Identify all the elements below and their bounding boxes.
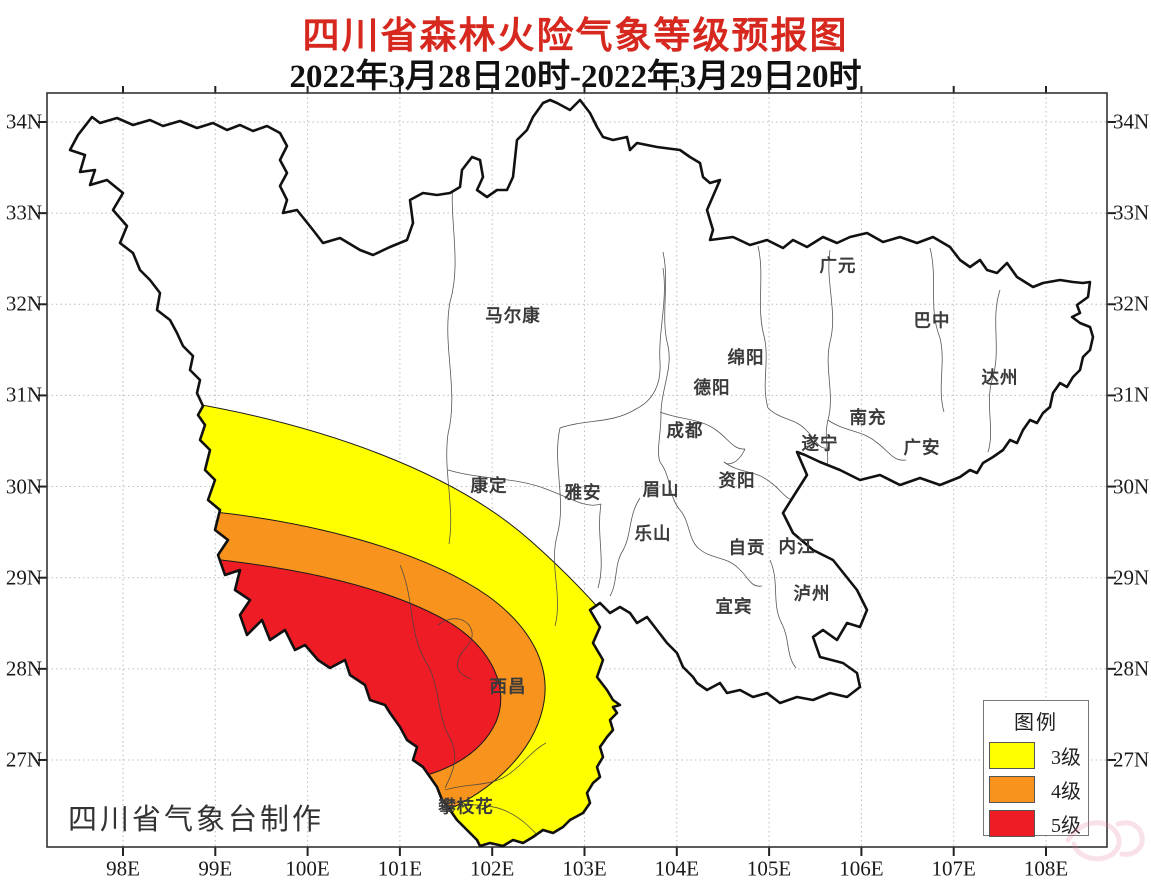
- legend-swatch: [989, 809, 1035, 837]
- legend-label: 5级: [1051, 814, 1081, 837]
- page-title: 四川省森林火险气象等级预报图: [302, 16, 849, 57]
- lat-label-right: 29N: [1113, 565, 1150, 590]
- lat-label-right: 34N: [1113, 109, 1150, 134]
- lat-label-right: 30N: [1113, 474, 1150, 499]
- legend-swatch: [989, 741, 1035, 769]
- city-label-攀枝花: 攀枝花: [438, 796, 494, 817]
- city-label-资阳: 资阳: [718, 470, 756, 491]
- city-label-广安: 广安: [903, 437, 941, 458]
- lat-label-left: 28N: [5, 656, 42, 681]
- lat-label-right: 27N: [1113, 747, 1150, 772]
- lon-label-bottom: 107E: [931, 856, 976, 881]
- prefecture-boundaries: [399, 167, 1001, 839]
- city-label-绵阳: 绵阳: [727, 347, 765, 368]
- city-label-康定: 康定: [470, 475, 508, 496]
- city-label-广元: 广元: [819, 255, 857, 276]
- city-label-眉山: 眉山: [642, 479, 680, 500]
- city-label-泸州: 泸州: [793, 583, 831, 604]
- legend-title: 图例: [1014, 712, 1058, 734]
- lat-label-right: 32N: [1113, 291, 1150, 316]
- lat-label-left: 34N: [5, 109, 42, 134]
- legend-item: 3级: [989, 741, 1088, 769]
- lat-label-left: 27N: [5, 747, 42, 772]
- legend-rows: 3级 4级 5级: [984, 741, 1088, 837]
- credit-text: 四川省气象台制作: [68, 804, 325, 836]
- map-frame: [46, 92, 1108, 848]
- lon-label-bottom: 104E: [654, 856, 699, 881]
- city-label-成都: 成都: [666, 420, 704, 441]
- city-label-南充: 南充: [849, 407, 887, 428]
- lon-label-bottom: 108E: [1023, 856, 1069, 881]
- city-label-自贡: 自贡: [728, 537, 766, 558]
- legend-item: 5级: [989, 809, 1088, 837]
- lat-label-left: 33N: [5, 200, 42, 225]
- province-border: [68, 98, 1095, 848]
- city-label-雅安: 雅安: [564, 482, 602, 503]
- lat-label-right: 33N: [1113, 200, 1150, 225]
- legend-swatch: [989, 775, 1035, 803]
- lon-label-bottom: 99E: [198, 856, 233, 881]
- lat-label-right: 31N: [1113, 382, 1150, 407]
- city-label-马尔康: 马尔康: [485, 305, 541, 326]
- lon-label-bottom: 101E: [377, 856, 423, 881]
- lon-label-bottom: 102E: [470, 856, 515, 881]
- lat-label-left: 30N: [5, 474, 42, 499]
- lon-label-bottom: 103E: [562, 856, 607, 881]
- lat-label-left: 29N: [5, 565, 42, 590]
- lon-label-bottom: 105E: [746, 856, 792, 881]
- lat-label-left: 32N: [5, 291, 42, 316]
- city-label-宜宾: 宜宾: [715, 596, 753, 617]
- city-label-德阳: 德阳: [693, 377, 731, 398]
- city-label-西昌: 西昌: [489, 676, 527, 697]
- lat-label-right: 28N: [1113, 656, 1150, 681]
- legend-label: 4级: [1051, 780, 1081, 803]
- legend-item: 4级: [989, 775, 1088, 803]
- city-label-达州: 达州: [981, 367, 1019, 388]
- legend-box: 图例 3级 4级 5级: [983, 700, 1089, 837]
- city-label-乐山: 乐山: [634, 523, 672, 544]
- valid-period: 2022年3月28日20时-2022年3月29日20时: [289, 59, 862, 95]
- lat-label-left: 31N: [5, 382, 42, 407]
- city-label-巴中: 巴中: [913, 310, 951, 331]
- lon-label-bottom: 98E: [106, 856, 140, 881]
- lon-label-bottom: 100E: [285, 856, 330, 881]
- city-label-遂宁: 遂宁: [801, 433, 839, 454]
- lon-label-bottom: 106E: [839, 856, 884, 881]
- city-label-内江: 内江: [778, 536, 816, 557]
- legend-label: 3级: [1051, 746, 1081, 769]
